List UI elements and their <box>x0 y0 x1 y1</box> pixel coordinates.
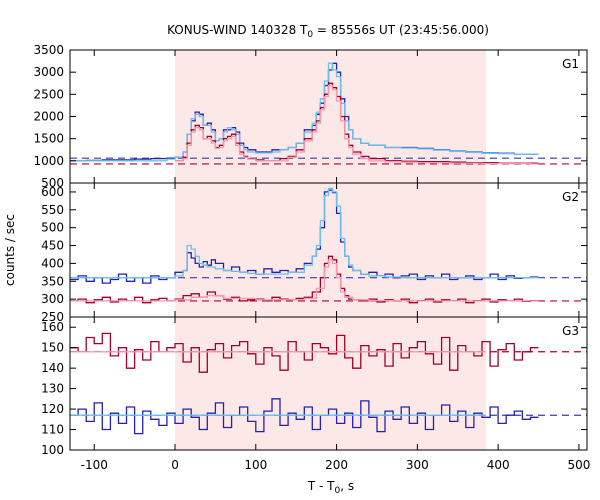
series-blue-g3 <box>70 398 539 435</box>
x-tick-label: 0 <box>171 458 179 472</box>
y-tick-label: 110 <box>41 423 64 437</box>
panels-layer: 500100015002000250030003500G125030035040… <box>33 43 590 472</box>
y-tick-label: 1000 <box>33 154 64 168</box>
series-red-g3 <box>70 332 539 373</box>
y-tick-label: 600 <box>41 185 64 199</box>
panel-label: G1 <box>562 57 579 71</box>
y-tick-label: 300 <box>41 292 64 306</box>
panel-data <box>70 62 587 165</box>
y-tick-label: 3000 <box>33 65 64 79</box>
y-tick-label: 2500 <box>33 87 64 101</box>
x-tick-label: -100 <box>81 458 108 472</box>
panel-label: G2 <box>562 190 579 204</box>
panel-frame <box>69 316 588 451</box>
chart-title-rest: = 85556s UT (23:45:56.000) <box>313 23 489 37</box>
x-tick-label: 500 <box>567 458 590 472</box>
shaded-interval <box>175 317 487 450</box>
chart-title-sub: 0 <box>307 30 313 40</box>
shaded-interval <box>175 50 487 183</box>
y-tick-label: 500 <box>41 176 64 190</box>
x-axis-title: T - T0, s <box>307 479 354 496</box>
chart-title: KONUS-WIND 140328 T0 = 85556s UT (23:45:… <box>167 23 489 40</box>
x-axis-title-main: T - T <box>307 479 335 493</box>
panel-g3: 100 110 120 130 140 150 160 G3 <box>41 316 588 457</box>
series-light-red-g2 <box>70 259 539 302</box>
panel-g2: 250 300 350 400 450 500 550 600 G2 <box>41 182 588 324</box>
x-tick-label: 300 <box>406 458 429 472</box>
y-tick-label: 130 <box>41 382 64 396</box>
x-tick-label: 100 <box>244 458 267 472</box>
x-tick-label: 200 <box>325 458 348 472</box>
y-tick-label: 140 <box>41 361 64 375</box>
y-tick-label: 250 <box>41 310 64 324</box>
series-light-blue-g1 <box>70 62 539 162</box>
y-tick-label: 2000 <box>33 110 64 124</box>
y-tick-label: 350 <box>41 274 64 288</box>
y-tick-label: 160 <box>41 320 64 334</box>
series-light-blue-g2 <box>70 187 539 279</box>
x-axis-title-sub: 0 <box>335 486 341 496</box>
x-axis-title-rest: , s <box>340 479 354 493</box>
y-tick-label: 400 <box>41 256 64 270</box>
series-blue-g2 <box>70 189 539 284</box>
panel-label: G3 <box>562 324 579 338</box>
shaded-interval <box>175 183 487 317</box>
chart-title-main: KONUS-WIND 140328 T <box>167 23 308 37</box>
series-light-red-g1 <box>175 84 539 165</box>
panel-data <box>70 187 587 304</box>
y-tick-label: 3500 <box>33 43 64 57</box>
panel-data <box>70 332 587 435</box>
x-tick-label: 400 <box>487 458 510 472</box>
y-tick-label: 550 <box>41 203 64 217</box>
panel-g1: 500 1000 1500 2000 2500 3000 3500 G1 <box>33 43 588 190</box>
y-tick-label: 120 <box>41 402 64 416</box>
y-axis-title: counts / sec <box>3 214 17 286</box>
y-tick-label: 100 <box>41 443 64 457</box>
y-tick-label: 500 <box>41 221 64 235</box>
y-tick-label: 450 <box>41 239 64 253</box>
y-tick-label: 1500 <box>33 132 64 146</box>
y-tick-label: 150 <box>41 341 64 355</box>
